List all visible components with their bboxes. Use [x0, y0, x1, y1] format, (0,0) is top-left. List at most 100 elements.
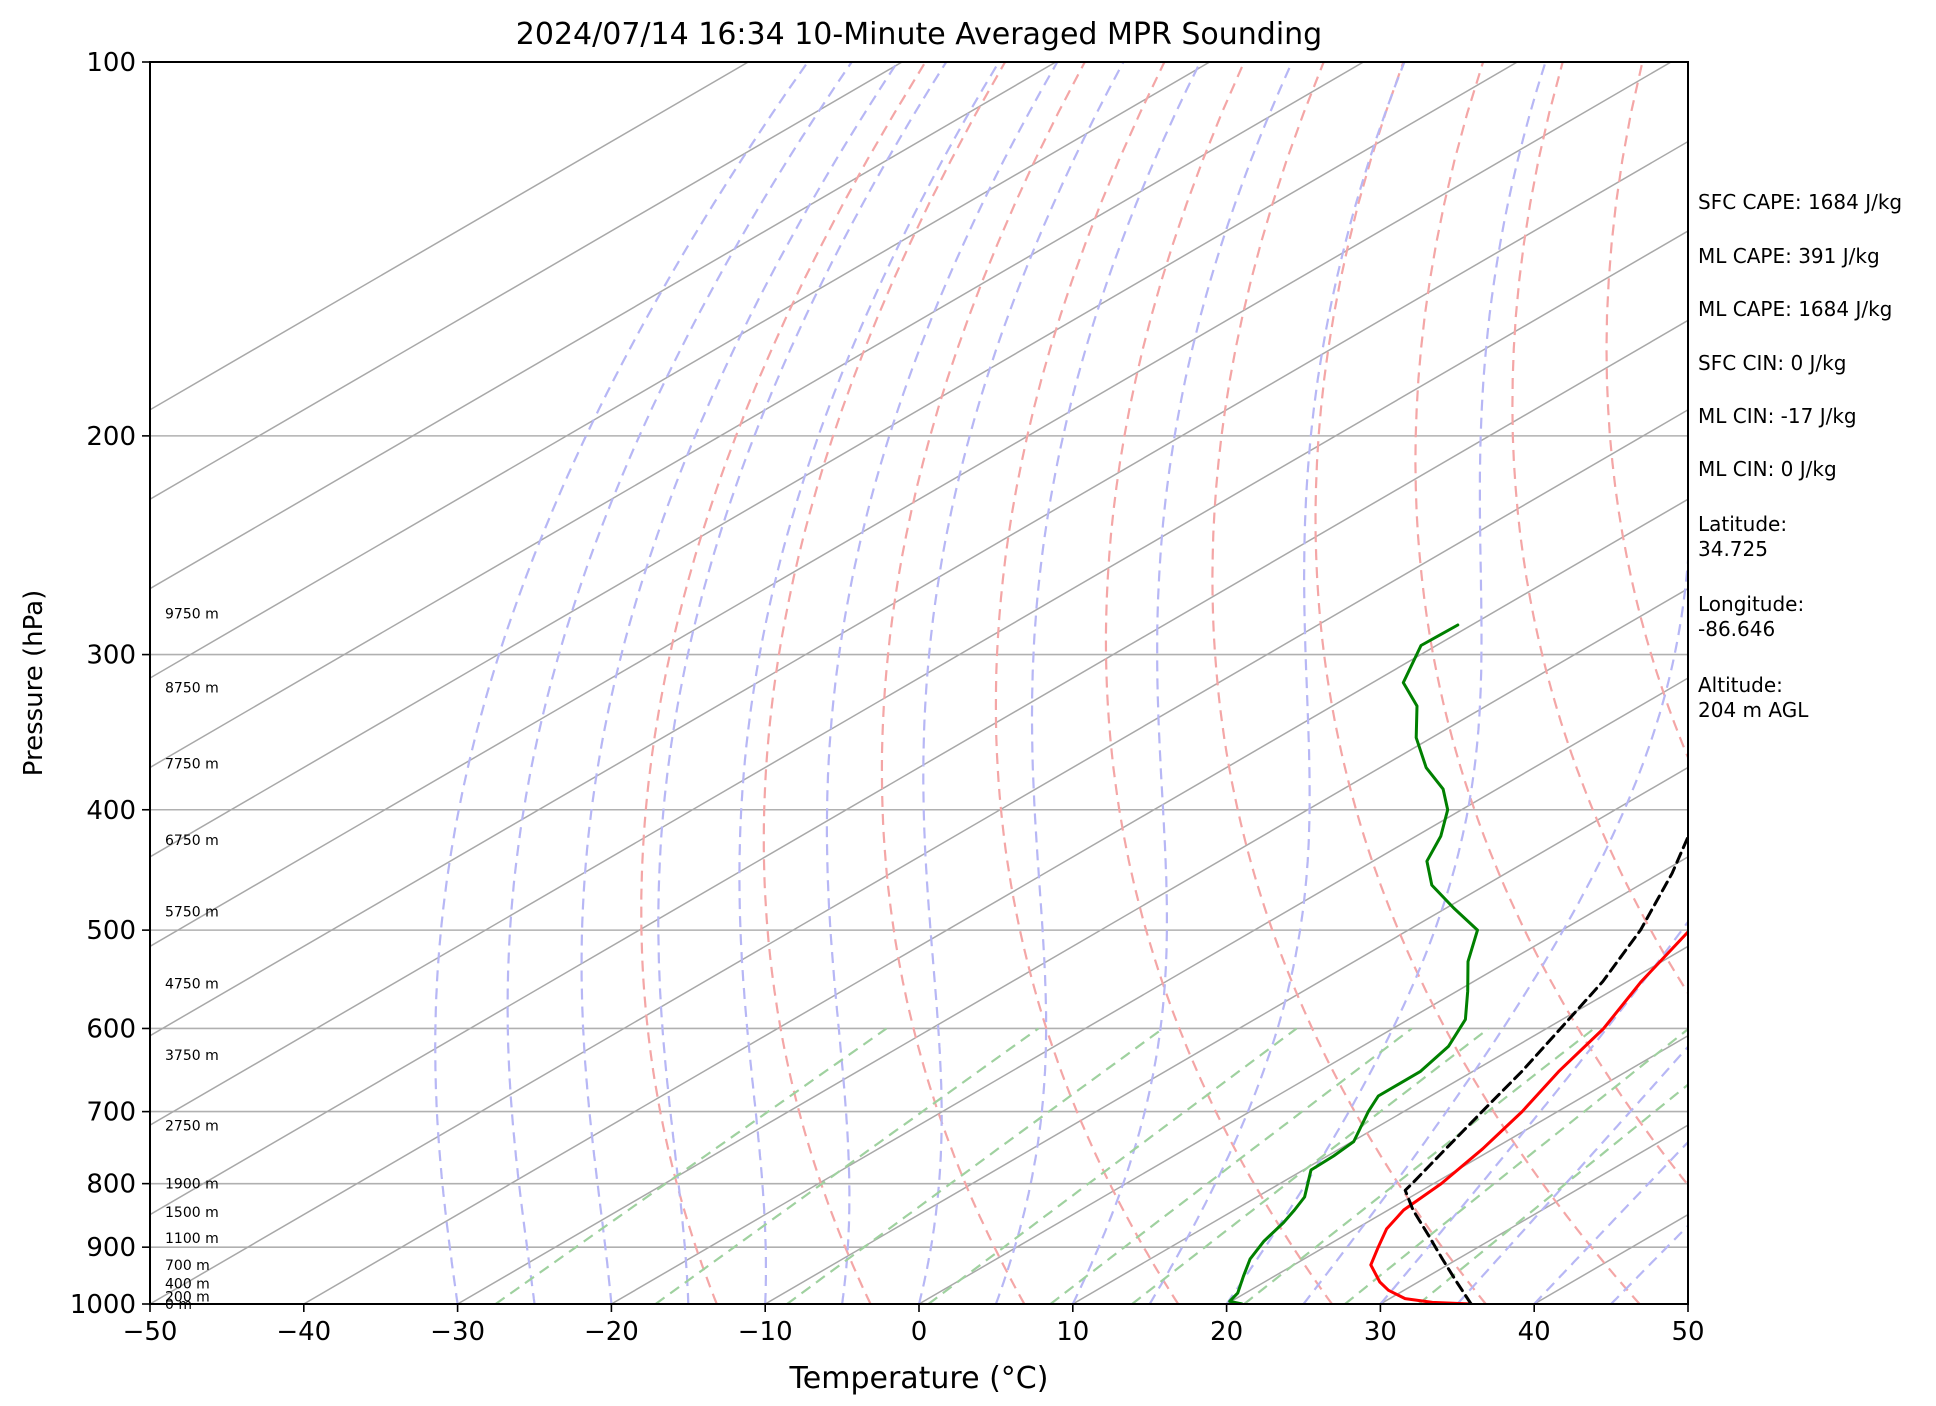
ml-cape-text: ML CAPE: 391 J/kg	[1698, 244, 1880, 268]
y-axis-label: Pressure (hPa)	[19, 590, 49, 777]
moist-adiabat-line	[917, 62, 1125, 1304]
plot-frame	[149, 61, 1689, 1305]
moist-adiabat-line	[580, 62, 899, 1304]
height-label: 400 m	[165, 1277, 210, 1293]
x-tick-label: 10	[1056, 1317, 1089, 1347]
altitude-text: Altitude: 204 m AGL	[1698, 673, 1809, 722]
y-tick-label: 500	[86, 916, 136, 946]
height-label: 9750 m	[165, 607, 219, 623]
isotherm-line	[1072, 945, 1688, 1304]
ml-cin-text-2: ML CIN: 0 J/kg	[1698, 457, 1837, 481]
x-tick-label: 30	[1364, 1317, 1397, 1347]
isotherm-line	[150, 319, 1688, 1216]
isotherm-line	[150, 140, 1688, 1037]
isotherm-line	[611, 677, 1688, 1304]
height-label: 4750 m	[165, 976, 219, 992]
height-label: 6750 m	[165, 833, 219, 849]
sfc-cape-text: SFC CAPE: 1684 J/kg	[1698, 190, 1903, 214]
dry-adiabat-line	[994, 62, 1180, 1304]
dry-adiabat-line	[762, 62, 1007, 1304]
y-tick-label: 1000	[70, 1290, 136, 1320]
height-label: 3750 m	[165, 1048, 219, 1064]
isotherm-line	[150, 62, 1364, 769]
mixing-ratio-line	[927, 1027, 1298, 1304]
latitude-text: Latitude: 34.725	[1698, 512, 1788, 561]
x-tick-label: −40	[276, 1317, 331, 1347]
dry-adiabat-line	[640, 62, 927, 1304]
chart-title: 2024/07/14 16:34 10-Minute Averaged MPR …	[516, 17, 1322, 52]
isotherm-line	[150, 62, 1057, 590]
moist-adiabat-line	[1071, 62, 1294, 1304]
isotherm-line	[764, 766, 1688, 1304]
height-label: 1100 m	[165, 1231, 219, 1247]
y-tick-label: 600	[86, 1014, 136, 1044]
axes: −50 −40 −30 −20 −10 0 10 20 30 40 50 100 200 300 400 50…	[70, 48, 1705, 1347]
height-label: 1500 m	[165, 1205, 219, 1221]
moist-adiabat-line	[994, 62, 1202, 1304]
moist-adiabat-line	[434, 62, 809, 1304]
y-tick-label: 400	[86, 796, 136, 826]
moist-adiabat-line	[1456, 1045, 1688, 1304]
ml-cin-text: ML CIN: -17 J/kg	[1698, 404, 1857, 428]
mixing-ratio-line	[494, 1027, 888, 1304]
dry-adiabat-line	[1414, 62, 1688, 1187]
mixing-ratio-line	[1049, 1027, 1413, 1304]
dry-adiabat-line	[1511, 62, 1688, 996]
ml-cape-text-2: ML CAPE: 1684 J/kg	[1698, 297, 1893, 321]
dry-adiabat-line	[1314, 62, 1641, 1304]
mixing-ratio-line	[1344, 1027, 1688, 1304]
moist-adiabat-line	[506, 62, 853, 1304]
dewpoint-profile-line	[1228, 623, 1479, 1304]
isotherm-line	[150, 230, 1688, 1127]
x-tick-label: −50	[123, 1317, 178, 1347]
mixing-ratio-line	[1418, 1083, 1688, 1304]
dry-adiabat-line	[880, 62, 1086, 1304]
isotherm-line	[150, 62, 903, 501]
background-lines	[150, 62, 1688, 1304]
isotherm-line	[150, 62, 1672, 948]
height-label: 8750 m	[165, 681, 219, 697]
temperature-profile-line	[1369, 929, 1688, 1304]
height-labels: 9750 m 8750 m 7750 m 6750 m 5750 m 4750 m 3750…	[165, 607, 219, 1313]
dry-adiabat-line	[1211, 62, 1487, 1304]
height-label: 200 m	[165, 1289, 210, 1305]
mixing-ratio-line	[1131, 1027, 1490, 1304]
y-tick-label: 100	[86, 48, 136, 78]
height-label: 1900 m	[165, 1177, 219, 1193]
isotherm-line	[1226, 1034, 1688, 1304]
moist-adiabat-line	[1148, 62, 1406, 1304]
longitude-text: Longitude: -86.646	[1698, 592, 1805, 641]
mixing-ratio-line	[654, 1027, 1040, 1304]
mixing-ratio-line	[786, 1027, 1164, 1304]
isotherm-line	[303, 498, 1688, 1304]
isotherm-line	[457, 587, 1688, 1304]
sfc-cin-text: SFC CIN: 0 J/kg	[1698, 351, 1847, 375]
x-tick-label: −30	[430, 1317, 485, 1347]
isotherm-line	[150, 62, 1211, 679]
y-tick-label: 200	[86, 422, 136, 452]
isotherm-line	[150, 62, 749, 411]
x-tick-label: 40	[1518, 1317, 1551, 1347]
y-tick-label: 700	[86, 1098, 136, 1128]
data-series	[1228, 623, 1688, 1304]
y-tick-label: 900	[86, 1233, 136, 1263]
x-tick-label: 20	[1210, 1317, 1243, 1347]
y-tick-label: 800	[86, 1170, 136, 1200]
moist-adiabat-line	[1302, 547, 1688, 1304]
isotherm-line	[150, 62, 1518, 858]
x-tick-label: −20	[584, 1317, 639, 1347]
height-label: 5750 m	[165, 904, 219, 920]
mixing-ratio-line	[1243, 1027, 1595, 1304]
y-tick-label: 300	[86, 641, 136, 671]
dry-adiabat-line	[1104, 62, 1333, 1304]
height-label: 2750 m	[165, 1118, 219, 1134]
height-label: 700 m	[165, 1258, 210, 1274]
x-tick-label: 50	[1671, 1317, 1704, 1347]
x-tick-label: 0	[911, 1317, 928, 1347]
x-axis-label: Temperature (°C)	[789, 1361, 1049, 1396]
height-label: 7750 m	[165, 756, 219, 772]
dry-adiabat-line	[1605, 62, 1688, 761]
x-tick-label: −10	[738, 1317, 793, 1347]
isotherm-line	[918, 856, 1688, 1304]
